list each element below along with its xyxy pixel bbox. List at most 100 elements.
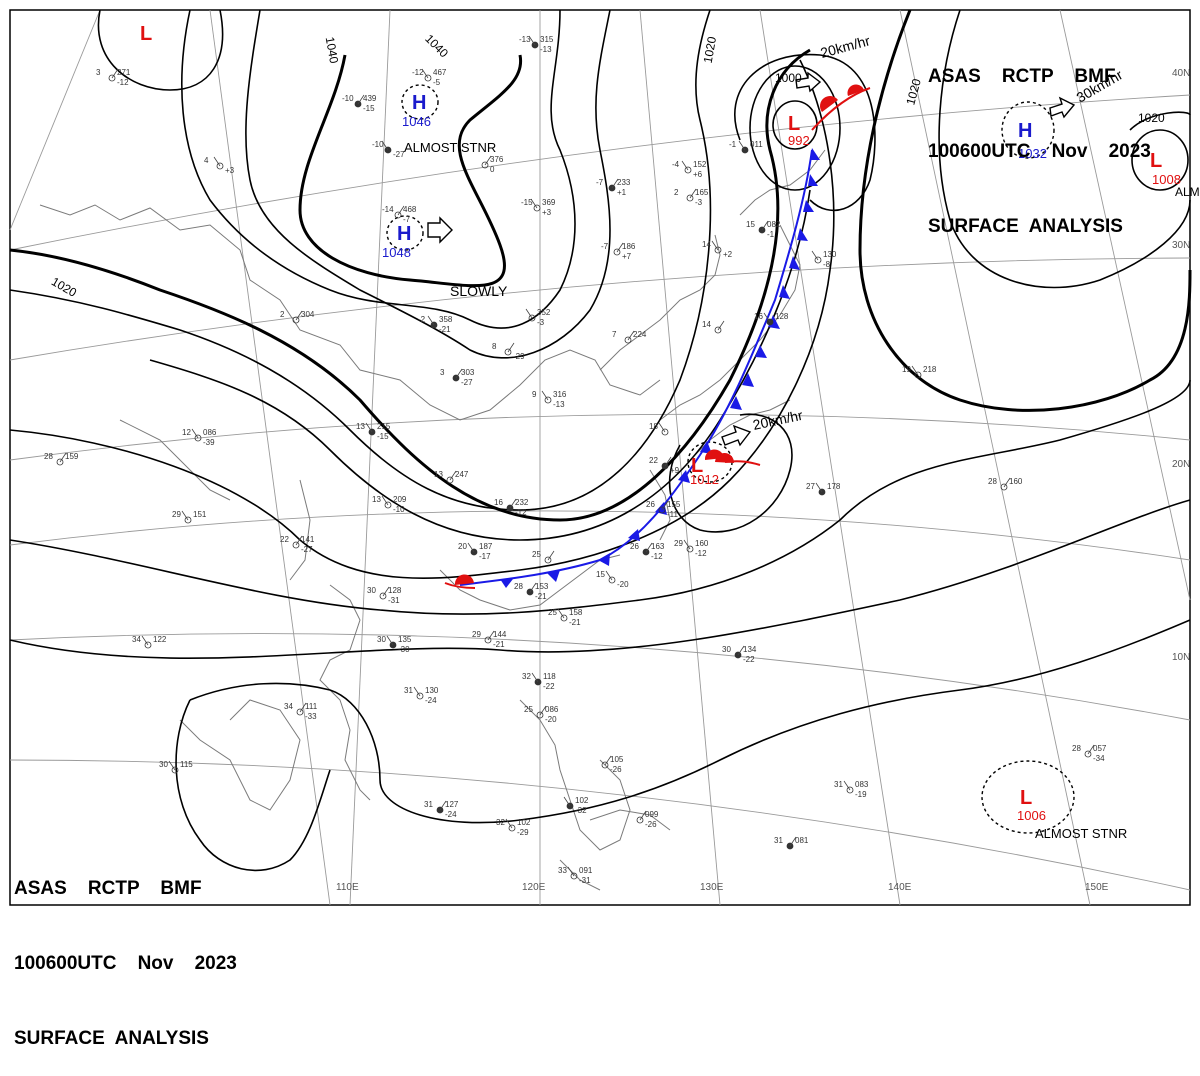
station-marker	[914, 371, 922, 379]
station-plot: -7 186+7	[601, 242, 636, 261]
station-plot: 27 178	[806, 482, 841, 496]
station-plot: -2 358-21	[418, 315, 453, 334]
station-marker	[296, 708, 304, 716]
station-tendency: -34	[1093, 754, 1105, 763]
station-temp: 34	[132, 635, 141, 644]
wind-barb	[661, 500, 669, 511]
station-plot: 34 111-33	[284, 702, 318, 721]
station-pressure: 158	[569, 608, 583, 617]
isobar-label: 1020	[1138, 111, 1165, 125]
station-tendency: -12	[695, 549, 707, 558]
header-line-1: ASAS RCTP BMF	[928, 66, 1116, 87]
station-pressure: 232	[515, 498, 529, 507]
station-plot: 31 081	[774, 836, 809, 850]
station-tendency: -33	[305, 712, 317, 721]
station-plot: 32 118-22	[522, 672, 556, 691]
station-tendency: -31	[388, 596, 400, 605]
station-marker	[544, 556, 552, 564]
header-line-3: SURFACE ANALYSIS	[928, 216, 1123, 237]
station-tendency: +7	[622, 252, 632, 261]
wind-barb	[455, 368, 463, 379]
wind-barb	[811, 250, 819, 261]
station-temp: -2	[418, 315, 426, 324]
station-marker	[194, 434, 202, 442]
station-tendency: -22	[543, 682, 555, 691]
arrow-slowly	[427, 216, 453, 244]
station-marker	[533, 204, 541, 212]
wind-barb	[381, 140, 389, 151]
station-temp: -10	[342, 94, 354, 103]
wind-barb	[357, 94, 365, 105]
wind-barb	[295, 310, 303, 321]
station-pressure: 439	[363, 94, 377, 103]
station-pressure: 316	[553, 390, 567, 399]
low-center-value: 1012	[690, 472, 719, 487]
station-pressure: 105	[610, 755, 624, 764]
wind-barb	[763, 312, 771, 323]
station-plot: 13 247	[434, 470, 469, 484]
station-marker	[144, 641, 152, 649]
station-tendency: -3	[695, 198, 703, 207]
map-frame	[9, 9, 1191, 906]
station-pressure: 081	[795, 836, 809, 845]
station-tendency: -7	[403, 215, 411, 224]
station-temp: 31	[424, 800, 433, 809]
station-plot: 15 -20	[596, 570, 629, 589]
station-marker	[108, 74, 116, 82]
station-marker	[504, 348, 512, 356]
wind-barb	[421, 68, 429, 79]
coordinate-labels: 40N 30N 20N 10N 110E 120E 130E 140E 150E	[336, 68, 1190, 893]
station-tendency: -1	[767, 230, 775, 239]
station-plot: 28 159	[44, 452, 79, 466]
wind-barb	[299, 702, 307, 713]
station-tendency: -26	[645, 820, 657, 829]
station-pressure: 209	[393, 495, 407, 504]
station-tendency: -26	[610, 765, 622, 774]
wind-barb	[168, 760, 176, 771]
header-line-2: 100600UTC Nov 2023	[14, 953, 237, 974]
wind-barb	[1003, 477, 1011, 488]
station-temp: -7	[601, 242, 609, 251]
station-pressure: 159	[65, 452, 79, 461]
station-temp: -12	[412, 68, 424, 77]
header-line-1: ASAS RCTP BMF	[14, 878, 202, 899]
station-plot: 102-32	[563, 796, 589, 815]
station-marker	[384, 501, 392, 509]
station-temp: 20	[458, 542, 467, 551]
station-temp: 7	[612, 330, 617, 339]
station-pressure: 111	[305, 702, 318, 711]
station-marker	[814, 256, 822, 264]
station-temp: 31	[404, 686, 413, 695]
station-pressure: 467	[433, 68, 447, 77]
station-tendency: -29	[517, 828, 529, 837]
wind-barb	[815, 482, 823, 493]
station-plot: 15 082-1	[746, 220, 781, 239]
station-tendency: -12	[515, 508, 527, 517]
station-marker	[292, 541, 300, 549]
station-temp: 30	[377, 635, 386, 644]
station-temp: 14	[702, 240, 711, 249]
station-pressure: 057	[1093, 744, 1107, 753]
station-plot: 3 303-27	[440, 368, 475, 387]
station-tendency: -10	[393, 505, 405, 514]
wind-barb	[645, 542, 653, 553]
station-marker	[608, 576, 616, 584]
station-plot: 20 187-17	[458, 542, 493, 561]
lat-lon-grid	[9, 9, 1191, 906]
station-marker	[424, 74, 432, 82]
station-pressure: 160	[1009, 477, 1023, 486]
wind-barb	[449, 470, 457, 481]
station-temp: 26	[630, 542, 639, 551]
station-temp: 34	[284, 702, 293, 711]
wind-barb	[563, 796, 571, 807]
wind-barb	[365, 422, 373, 433]
wind-barb	[639, 810, 647, 821]
warm-front-line	[811, 87, 871, 131]
station-plot: 34 122	[132, 635, 167, 649]
station-plot: -1 011	[729, 140, 763, 154]
station-pressure: 102	[517, 818, 531, 827]
wind-barb	[681, 160, 689, 171]
isobar-1020-main	[9, 48, 811, 522]
station-marker	[528, 314, 536, 322]
station-temp: 27	[806, 482, 815, 491]
